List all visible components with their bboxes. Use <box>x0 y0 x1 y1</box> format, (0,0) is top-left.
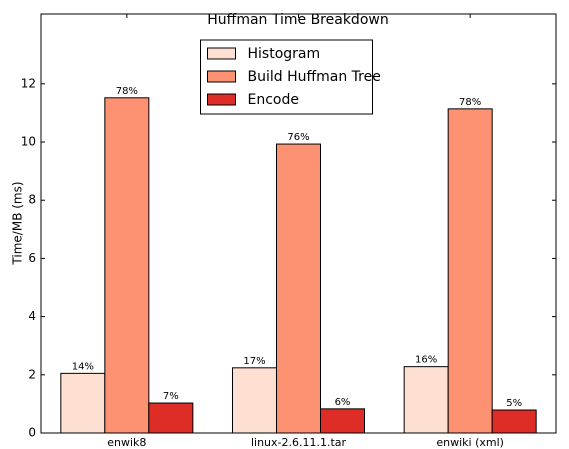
bar <box>447 108 493 434</box>
y-tick-label: 10 <box>21 135 36 149</box>
y-tick-label: 2 <box>28 367 36 381</box>
bar <box>60 372 106 434</box>
chart-title: Huffman Time Breakdown <box>207 12 388 28</box>
bar <box>491 409 537 434</box>
share-label: 76% <box>287 132 309 143</box>
y-tick-label: 4 <box>28 309 36 323</box>
share-label: 78% <box>116 86 138 97</box>
share-label: 16% <box>415 355 437 366</box>
bar <box>148 402 194 434</box>
y-tick-label: 6 <box>28 251 36 265</box>
bar <box>403 366 449 434</box>
share-label: 14% <box>72 361 94 372</box>
legend-swatch <box>207 70 236 83</box>
x-tick-label: enwiki (xml) <box>436 436 504 449</box>
bar <box>320 408 365 434</box>
bar <box>276 143 321 434</box>
plot-frame <box>40 13 557 434</box>
share-label: 17% <box>243 356 265 367</box>
legend-swatch <box>207 47 236 60</box>
y-tick-label: 0 <box>28 426 36 440</box>
legend: Histogram Build Huffman Tree Encode <box>200 39 381 115</box>
y-tick-label: 12 <box>21 76 36 90</box>
y-tick-label: 8 <box>28 193 36 207</box>
bar <box>232 367 277 434</box>
y-axis-label: Time/MB (ms) <box>11 181 25 265</box>
legend-swatch <box>207 93 236 106</box>
bar <box>104 97 150 434</box>
share-label: 7% <box>163 391 179 402</box>
share-label: 78% <box>459 97 481 108</box>
x-tick-label: linux-2.6.11.1.tar <box>251 436 347 449</box>
legend-label: Histogram <box>248 46 321 62</box>
legend-label: Encode <box>248 92 299 108</box>
legend-label: Build Huffman Tree <box>248 69 381 85</box>
share-label: 5% <box>506 398 522 409</box>
x-tick-label: enwik8 <box>107 436 146 449</box>
share-label: 6% <box>335 397 351 408</box>
